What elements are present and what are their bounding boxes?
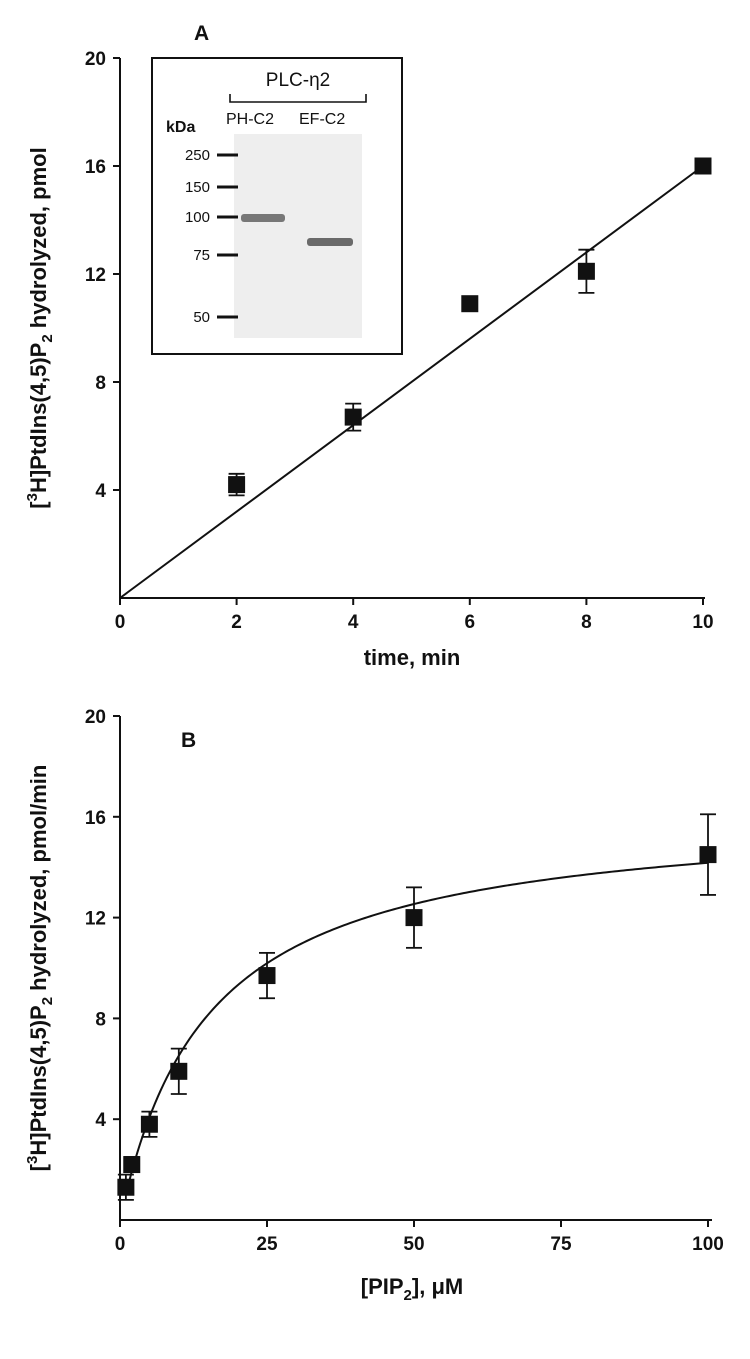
panel-b-data-point [258,967,276,985]
panel-b-ylabel-open: [ [26,1163,51,1171]
gel-marker-150: 150 [185,179,238,196]
panel-a-y-tick-label: 4 [95,481,106,502]
panel-b-x-tick-label: 50 [403,1234,424,1255]
panel-b-x-tick-label: 100 [692,1234,724,1255]
gel-lane-label-1: PH-C2 [226,111,274,128]
panel-a-ylabel-sup: 3 [24,493,41,501]
panel-a-y-tick-label: 12 [85,265,106,286]
gel-band-ef-c2 [307,238,353,246]
panel-b-ylabel-sup: 3 [24,1156,41,1164]
panel-a-data-marks [228,157,712,497]
panel-b-x-ticks: 0 25 50 75 100 [115,1220,724,1255]
panel-b-y-tick-label: 16 [85,808,106,829]
panel-a-x-ticks: 0 2 4 6 8 10 [115,598,714,633]
panel-a-ylabel-open: [ [26,501,51,509]
panel-a-x-tick-label: 0 [115,612,126,633]
panel-b-y-axis-label: [3H]PtdIns(4,5)P2 hydrolyzed, pmol/min [24,765,56,1172]
panel-b-data-point [170,1062,188,1080]
panel-b-y-tick-label: 4 [95,1110,106,1131]
panel-a: A 0 2 4 6 8 10 4 8 12 16 20 time, min [3H]PtdIns(… [24,22,714,670]
panel-a-x-axis-label: time, min [364,645,461,670]
panel-a-x-tick-label: 6 [465,612,476,633]
panel-a-x-tick-label: 8 [581,612,592,633]
panel-a-x-tick-label: 2 [231,612,242,633]
gel-kda-label: kDa [166,119,195,136]
panel-a-x-tick-label: 10 [692,612,713,633]
panel-b-x-tick-label: 75 [550,1234,572,1255]
panel-b-x-tick-label: 25 [256,1234,278,1255]
panel-a-data-point [228,476,246,494]
panel-b-y-tick-label: 20 [85,707,106,728]
gel-band-ph-c2 [241,214,285,222]
panel-b-data-point [699,846,717,864]
panel-b-ylabel-mid: H]PtdIns(4,5)P [26,1005,51,1155]
panel-b-x-tick-label: 0 [115,1234,126,1255]
panel-a-fit-line [119,165,704,599]
panel-b-data-point [405,909,423,927]
gel-inset-bracket [229,94,367,103]
panel-b-y-tick-label: 12 [85,909,106,930]
gel-marker-75: 75 [193,247,238,264]
panel-a-data-point [461,295,479,313]
panel-a-ylabel-sub: 2 [39,334,56,342]
panel-a-data-point [577,262,595,280]
gel-marker-75-label: 75 [193,247,210,264]
gel-lane-label-2: EF-C2 [299,111,345,128]
panel-b-data-point [140,1115,158,1133]
panel-a-y-ticks: 4 8 12 16 20 [85,49,120,502]
gel-image [234,134,362,338]
panel-b-y-ticks: 4 8 12 16 20 [85,707,120,1131]
gel-inset: PLC-η2 kDa PH-C2 EF-C2 250 150 100 75 [151,57,403,355]
panel-b-fit-curve [124,861,709,1195]
panel-b-xlabel-pre: [PIP [361,1274,404,1299]
panel-b-label: B [181,729,196,752]
panel-b-xlabel-sub: 2 [404,1287,412,1304]
panel-b-ylabel-end: hydrolyzed, pmol/min [26,765,51,997]
panel-a-y-tick-label: 8 [95,373,106,394]
gel-marker-100-label: 100 [185,209,210,226]
panel-a-y-tick-label: 16 [85,157,106,178]
gel-marker-50: 50 [193,309,238,326]
panel-a-ylabel-mid: H]PtdIns(4,5)P [26,343,51,493]
gel-marker-250-label: 250 [185,147,210,164]
panel-a-y-axis-label: [3H]PtdIns(4,5)P2 hydrolyzed, pmol [24,147,56,508]
panel-b-y-tick-label: 8 [95,1009,106,1030]
gel-marker-250: 250 [185,147,238,164]
panel-a-data-point [694,157,712,175]
panel-a-label: A [194,22,209,45]
gel-marker-100: 100 [185,209,238,226]
gel-marker-150-label: 150 [185,179,210,196]
panel-b-data-point [117,1178,135,1196]
panel-b-ylabel-sub: 2 [39,997,56,1005]
panel-a-y-tick-label: 20 [85,49,106,70]
gel-marker-50-label: 50 [193,309,210,326]
panel-b-data-marks [117,813,717,1201]
panel-a-ylabel-end: hydrolyzed, pmol [26,147,51,334]
panel-b-x-axis-label: [PIP2], μM [361,1274,463,1304]
panel-b-data-point [123,1156,141,1174]
panel-a-data-point [344,408,362,426]
gel-inset-title: PLC-η2 [266,70,330,91]
panel-b-xlabel-post: ], μM [412,1274,463,1299]
panel-a-x-tick-label: 4 [348,612,359,633]
